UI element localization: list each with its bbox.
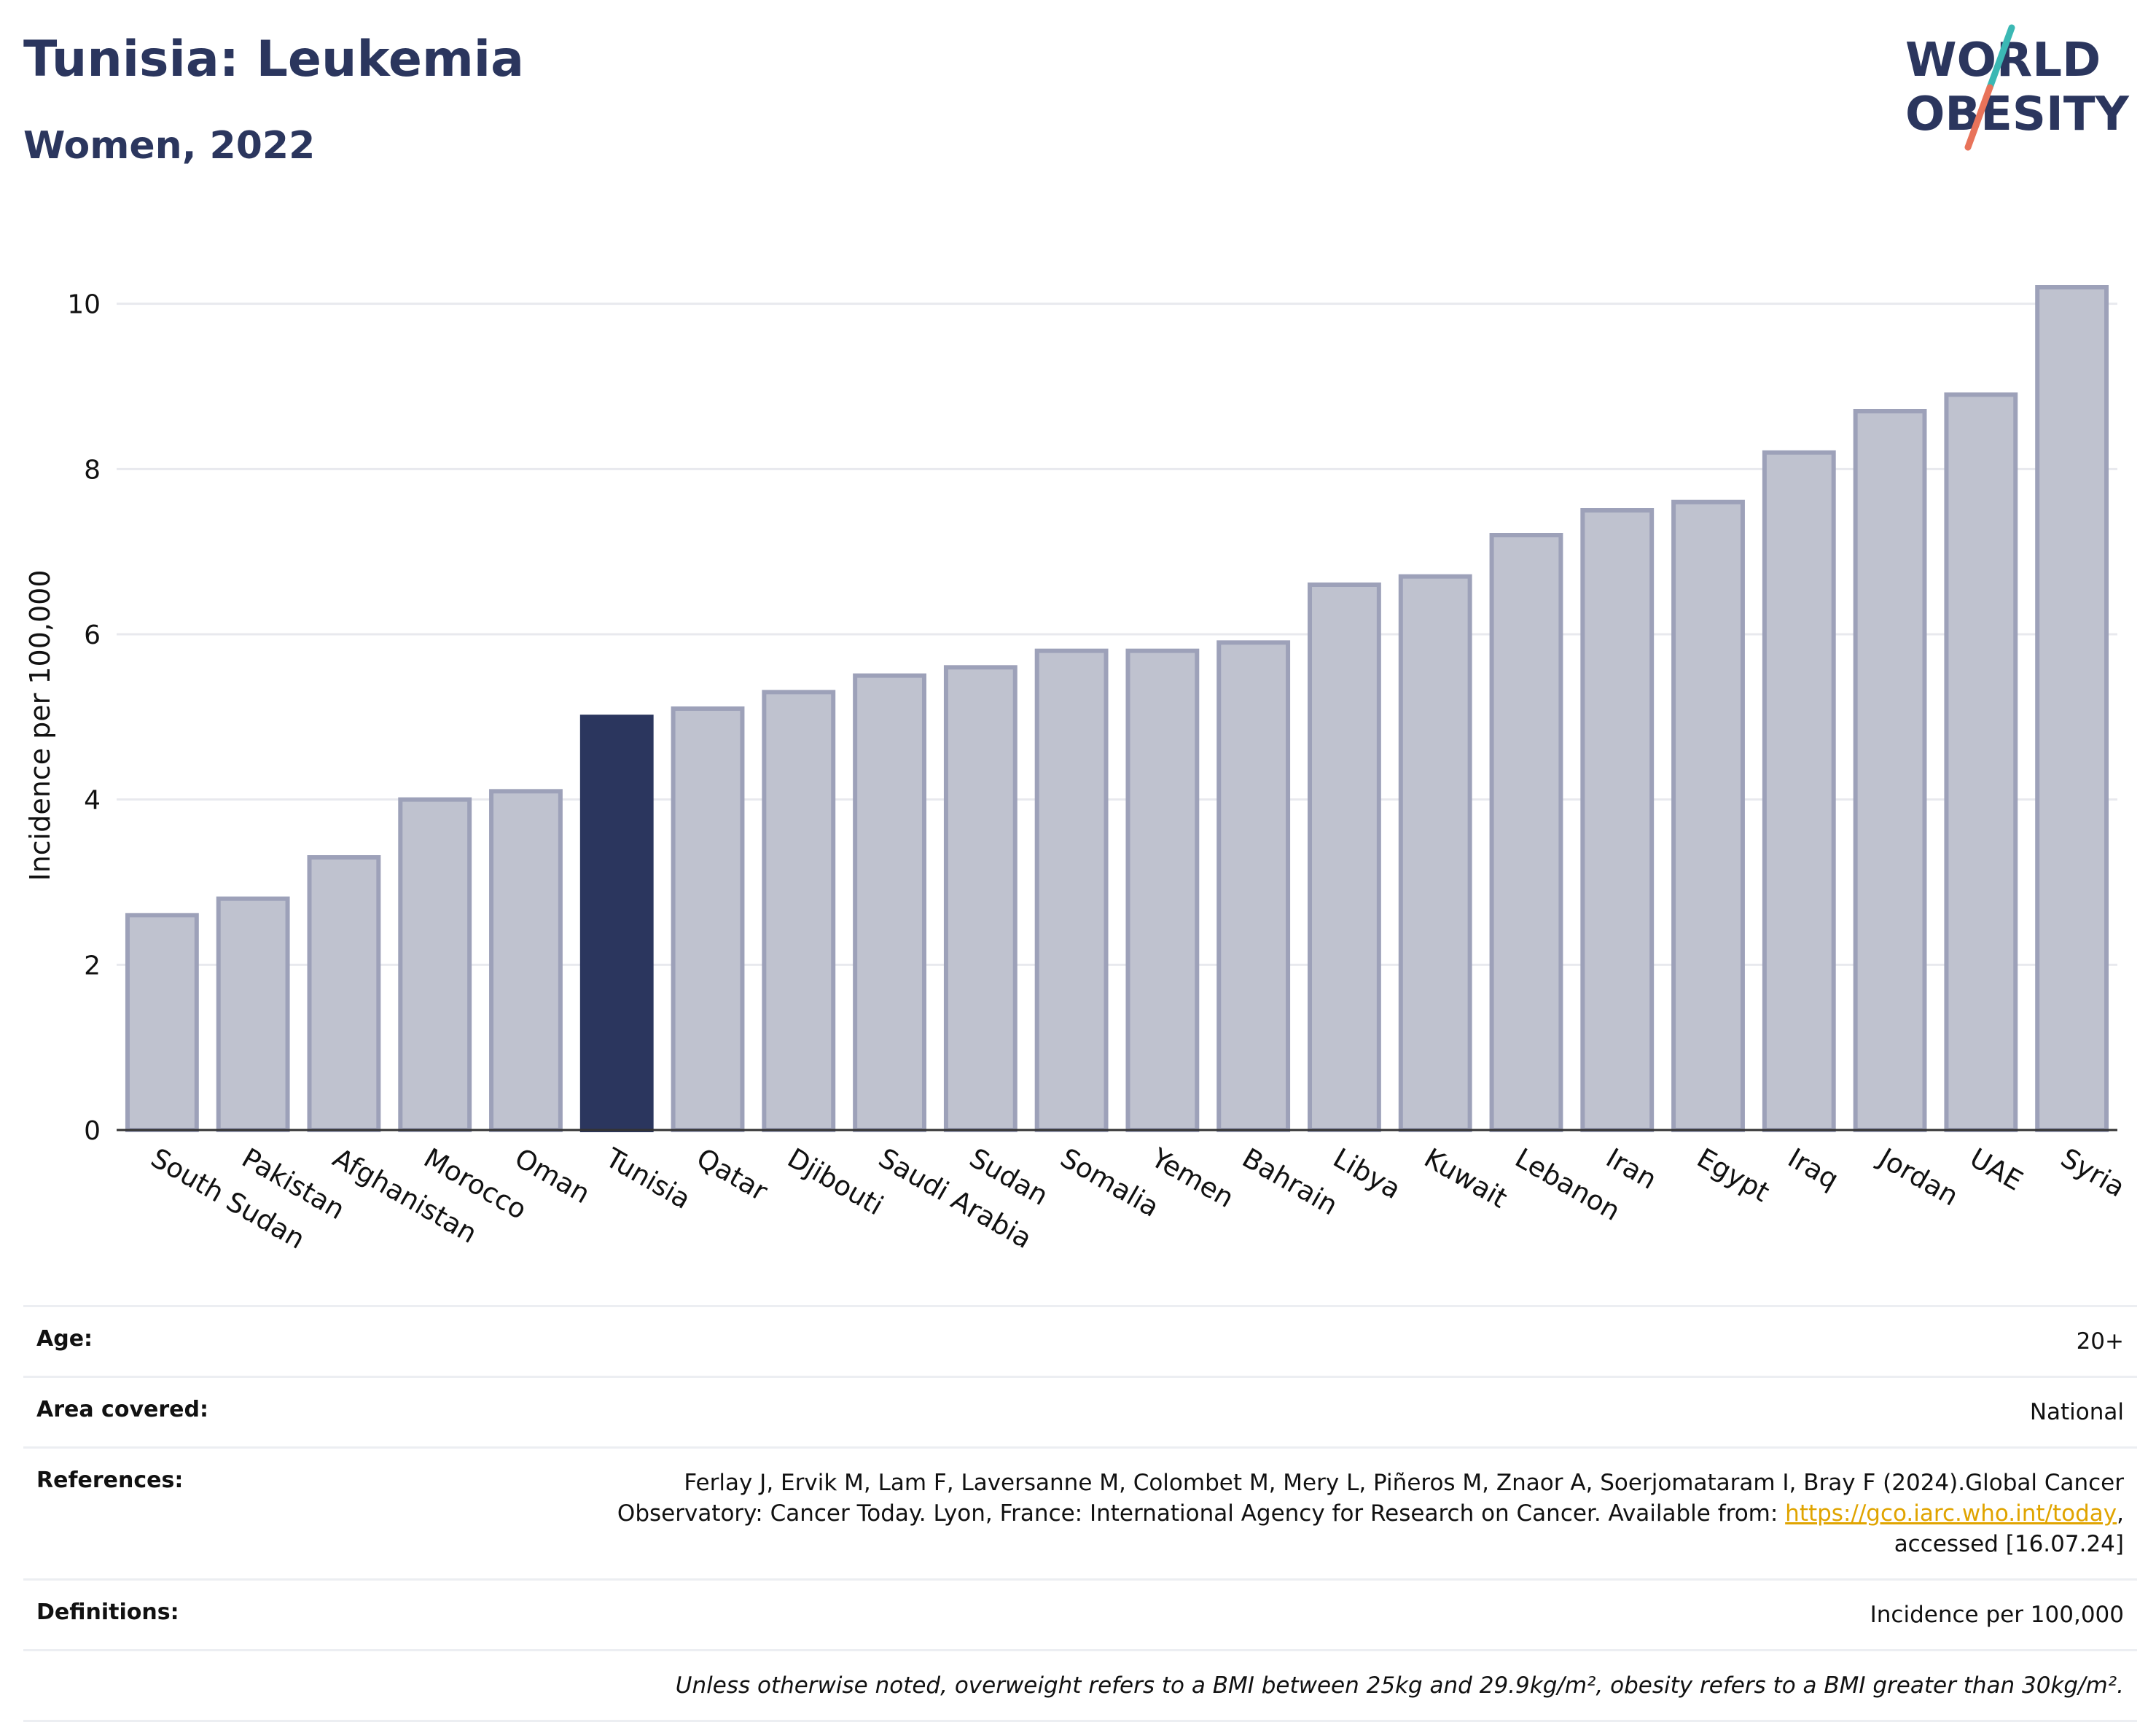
x-tick-label: Iran (1601, 1142, 1662, 1196)
y-tick-label: 0 (84, 1116, 101, 1146)
bar-kuwait (1398, 574, 1472, 1132)
logo-slash-coral (1964, 84, 1993, 151)
y-axis-ticks: 0 2 4 6 8 10 (67, 290, 101, 1146)
bar-chart: 0 2 4 6 8 10 South SudanPakistanAfghanistanMo… (24, 285, 2130, 1255)
bar-somalia (1034, 648, 1109, 1132)
bar-lebanon (1489, 533, 1563, 1132)
y-tick-label: 2 (84, 951, 101, 981)
bar-uae (1944, 392, 2018, 1133)
x-tick-label: Egypt (1692, 1142, 1775, 1209)
area-label: Area covered: (36, 1397, 208, 1422)
bar-iran (1580, 508, 1655, 1132)
x-tick-label: Saudi Arabia (873, 1142, 1037, 1255)
bar-iraq (1762, 450, 1836, 1132)
bar-djibouti (762, 690, 836, 1132)
x-tick-label: Kuwait (1419, 1142, 1513, 1215)
age-value: 20+ (2076, 1328, 2124, 1355)
info-row-age: Age: 20+ (23, 1305, 2137, 1376)
info-row-definitions: Definitions: Incidence per 100,000 (23, 1578, 2137, 1649)
bar-yemen (1125, 648, 1200, 1132)
bar-jordan (1853, 409, 1927, 1132)
info-row-area: Area covered: National (23, 1376, 2137, 1446)
bmi-note: Unless otherwise noted, overweight refer… (675, 1672, 2124, 1699)
x-tick-label: Djibouti (782, 1142, 888, 1222)
y-axis-label: Incidence per 100,000 (24, 569, 56, 881)
x-tick-label: Bahrain (1237, 1142, 1343, 1222)
x-tick-label: Tunisia (600, 1142, 696, 1215)
y-tick-label: 6 (84, 620, 101, 650)
x-tick-label: Syria (2055, 1142, 2130, 1204)
references-line1: Ferlay J, Ervik M, Lam F, Laversanne M, … (684, 1470, 2124, 1496)
bar-bahrain (1216, 640, 1291, 1132)
area-value: National (2029, 1399, 2124, 1425)
definitions-value: Incidence per 100,000 (1870, 1602, 2124, 1628)
bar-egypt (1671, 499, 1745, 1132)
y-tick-label: 8 (84, 455, 101, 485)
definitions-label: Definitions: (36, 1600, 179, 1625)
bar-pakistan (216, 896, 290, 1133)
world-obesity-logo: WORLD OBESITY (1905, 24, 2129, 151)
x-tick-label: South Sudan (146, 1142, 310, 1255)
references-label: References: (36, 1468, 184, 1493)
bar-libya (1308, 583, 1381, 1132)
x-tick-label: Iraq (1783, 1142, 1844, 1196)
references-link[interactable]: https://gco.iarc.who.int/today (1785, 1500, 2117, 1527)
references-line3: accessed [16.07.24] (1894, 1531, 2124, 1557)
page-title: Tunisia: Leukemia (23, 31, 525, 88)
info-table: Age: 20+ Area covered: National Referenc… (23, 1305, 2137, 1722)
x-tick-label: Qatar (692, 1142, 773, 1208)
y-tick-label: 4 (84, 786, 101, 816)
bar-oman (489, 789, 563, 1132)
bar-tunisia (579, 714, 654, 1132)
info-row-note: Unless otherwise noted, overweight refer… (23, 1649, 2137, 1722)
x-tick-label: Jordan (1872, 1142, 1964, 1212)
bar-south-sudan (125, 913, 199, 1132)
logo-text-obesity: OBESITY (1905, 87, 2129, 141)
bar-sudan (943, 665, 1018, 1132)
bar-morocco (398, 797, 472, 1133)
bar-qatar (671, 706, 745, 1132)
age-label: Age: (36, 1326, 93, 1352)
bars (125, 285, 2109, 1133)
x-tick-label: Somalia (1055, 1142, 1165, 1223)
bar-afghanistan (307, 855, 381, 1132)
x-tick-label: UAE (1964, 1142, 2028, 1197)
references-line2: Observatory: Cancer Today. Lyon, France:… (617, 1500, 1786, 1527)
x-tick-label: Lebanon (1509, 1142, 1625, 1227)
logo-slash-teal (1986, 24, 2015, 91)
page-subtitle: Women, 2022 (23, 124, 316, 168)
bar-saudi-arabia (853, 673, 926, 1132)
x-axis-ticks: South SudanPakistanAfghanistanMoroccoOma… (146, 1142, 2130, 1255)
info-row-references: References: Ferlay J, Ervik M, Lam F, La… (23, 1446, 2137, 1578)
bar-syria (2035, 285, 2109, 1132)
references-value: Ferlay J, Ervik M, Lam F, Laversanne M, … (617, 1470, 2124, 1557)
y-tick-label: 10 (67, 290, 101, 320)
